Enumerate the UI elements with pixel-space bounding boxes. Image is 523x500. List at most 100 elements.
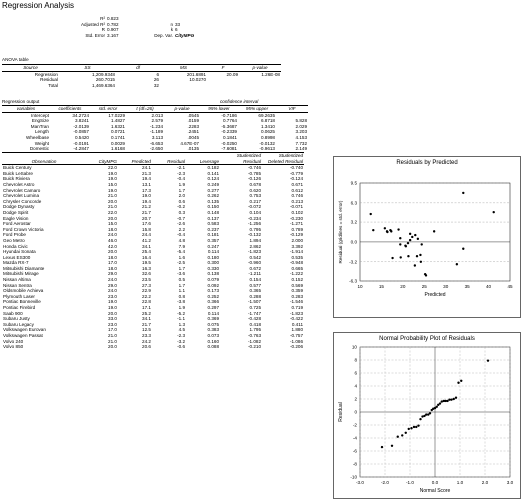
- observation-row: Chevrolet Lumina 21.0 19.0 2.0 0.262 0.753 0.7…: [2, 193, 304, 199]
- y-tick-label: 9.5: [351, 181, 358, 186]
- observation-cell: -2.1: [177, 165, 185, 171]
- observation-cell: 0.180: [207, 254, 220, 260]
- observation-cell: -2.3: [177, 333, 185, 338]
- regression-cell: 6.8718: [260, 118, 275, 124]
- x-tick-label: 15: [379, 284, 385, 289]
- observation-cell: -0.740: [289, 165, 303, 171]
- observation-cell: 20.0: [108, 215, 117, 221]
- observation-cell: 19.5: [142, 260, 151, 266]
- anova-cell: Residual: [40, 77, 58, 83]
- observation-name: Chrysler Concorde: [3, 198, 42, 204]
- observation-cell: 4.8: [178, 237, 185, 243]
- observation-name: Plymouth Laser: [3, 293, 35, 299]
- data-point: [399, 237, 402, 240]
- observation-row: Chrysler Concorde 20.0 19.4 0.6 0.135 0.217 0.…: [2, 199, 304, 205]
- observation-cell: 20.0: [108, 344, 117, 350]
- observation-name: Buick Riviera: [3, 176, 30, 182]
- observation-name: Ford Probe: [3, 232, 26, 238]
- observation-name: Ford Crown Victoria: [3, 226, 44, 232]
- observation-cell: -1.914: [289, 249, 303, 255]
- data-point: [401, 434, 404, 437]
- observation-cell: 0.150: [207, 204, 220, 210]
- data-point: [399, 256, 402, 259]
- regression-cell: -6.653: [149, 140, 163, 146]
- y-tick-label: 3.2: [351, 220, 358, 225]
- data-point: [462, 247, 465, 250]
- y-tick-label: 0: [354, 410, 357, 415]
- observation-cell: -0.124: [289, 176, 303, 182]
- normal-plot-svg: 10 8 6 4 2 0 -2 -4 -6 -8 -10-3.0 -2.0 -1.0 0.0 1.0 2.0 3…: [338, 345, 514, 495]
- observation-name: Volkswagen Eurovan: [3, 327, 46, 333]
- observation-name: Honda Civic: [3, 243, 28, 249]
- data-point: [369, 212, 372, 216]
- observation-cell: 22.9: [142, 288, 151, 294]
- observation-name: Geo Metro: [3, 237, 25, 243]
- anova-header: SS: [59, 64, 116, 72]
- observation-cell: 0.569: [291, 282, 304, 288]
- ci-label: confidence interval: [220, 99, 259, 104]
- observation-name: Volvo 850: [3, 344, 24, 350]
- observation-cell: 32.6: [142, 271, 151, 277]
- observation-cell: 1.795: [249, 327, 262, 333]
- observation-cell: 0.249: [207, 181, 220, 187]
- observation-row: Saab 900 20.0 25.2 -5.2 0.114 -1.747 -1.823: [2, 311, 304, 317]
- data-point: [444, 399, 447, 403]
- observation-cell: 0.262: [207, 193, 220, 199]
- regression-cell: 3.113: [151, 134, 163, 140]
- y-tick-label: 6.3: [351, 200, 358, 205]
- observation-cell: 7.9: [178, 243, 185, 249]
- regression-cell: 34.2724: [72, 112, 89, 118]
- observation-cell: 12.5: [142, 327, 151, 333]
- observation-row: Honda Civic 42.0 34.1 7.9 0.247 2.862 3.392: [2, 244, 304, 250]
- data-point: [399, 243, 402, 246]
- observation-row: Pontiac Firebird 19.0 17.1 1.9 0.297 0.725 0.7…: [2, 305, 304, 311]
- observation-cell: 0.154: [249, 277, 262, 283]
- x-tick-label: 20: [400, 284, 406, 289]
- observation-cell: 34.1: [142, 316, 151, 322]
- y-tick-label: -2: [353, 423, 358, 428]
- x-tick-label: 30: [443, 284, 449, 289]
- observation-cell: -1.211: [248, 271, 261, 277]
- residuals-by-predicted-chart: Residuals by Predicted 9.5 6.3 3.2 0.0 -3.2 -…: [333, 156, 521, 318]
- observation-cell: 0.079: [207, 277, 220, 283]
- observation-cell: -0.6: [177, 344, 185, 350]
- data-point: [433, 406, 437, 410]
- observation-cell: 0.789: [291, 226, 304, 232]
- anova-cell: 201.6891: [186, 71, 206, 77]
- observation-cell: -1.823: [289, 310, 303, 316]
- observation-cell: 0.746: [291, 193, 304, 199]
- regression-cell: ManTran: [30, 123, 49, 129]
- regression-row: Weight -0.0191 0.0029 -6.653 4.67E-07 -0.0250…: [2, 141, 308, 147]
- observation-name: Eagle Vision: [3, 215, 29, 221]
- observation-cell: 0.114: [207, 249, 219, 255]
- observation-cell: 27.3: [142, 282, 151, 288]
- observation-cell: 1.7: [178, 265, 185, 271]
- observation-cell: 33.0: [108, 316, 117, 322]
- data-point: [413, 264, 417, 267]
- observation-cell: 25.4: [142, 249, 151, 255]
- observation-cell: 22.0: [108, 165, 117, 171]
- anova-header: MS: [160, 64, 207, 72]
- observation-cell: 20.7: [142, 215, 151, 221]
- observation-cell: 15.8: [142, 226, 151, 232]
- observations-header-row: Observation CityMPG Predicted Residual Lever…: [2, 151, 304, 166]
- observation-cell: -0.072: [247, 204, 261, 210]
- regression-cell: 4.153: [295, 134, 308, 140]
- regression-cell: 0.5420: [74, 134, 89, 140]
- x-tick-label: 10: [357, 284, 363, 289]
- data-point: [440, 400, 443, 403]
- data-point: [417, 424, 420, 427]
- observation-cell: 29.0: [108, 282, 117, 288]
- observation-cell: -0.746: [247, 165, 261, 171]
- y-tick-label: 2: [354, 397, 357, 402]
- observation-cell: 0.138: [207, 271, 220, 277]
- data-point: [412, 425, 416, 429]
- observation-cell: -1.082: [247, 338, 261, 344]
- observation-cell: 0.217: [249, 198, 262, 204]
- residuals-plot-svg: 9.5 6.3 3.2 0.0 -3.2 -6.310 15 20 25 30 35 40 45 Pred…: [338, 181, 513, 299]
- observation-cell: 4.5: [178, 327, 185, 333]
- data-point: [419, 253, 422, 257]
- observation-cell: 17.3: [142, 187, 151, 193]
- y-tick-label: -10: [350, 475, 357, 480]
- observation-cell: 0.277: [207, 187, 220, 193]
